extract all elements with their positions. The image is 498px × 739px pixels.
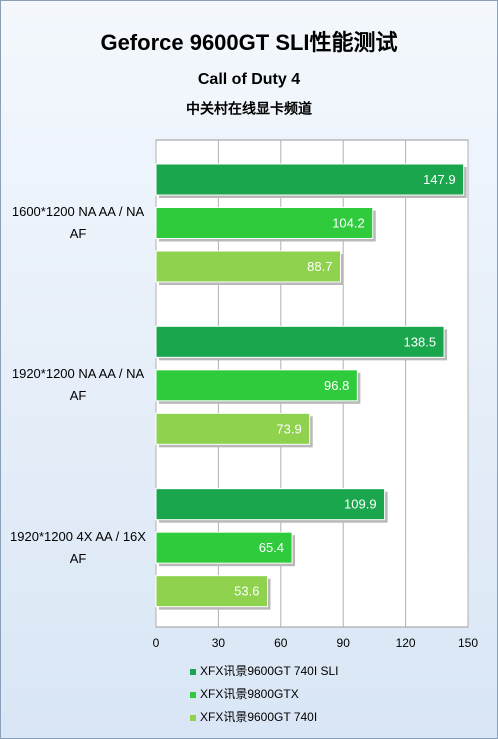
legend-label: XFX讯景9600GT 740I [200,710,317,724]
x-tick-label: 60 [274,636,288,650]
legend-label: XFX讯景9600GT 740I SLI [200,664,339,678]
chart-title: Geforce 9600GT SLI性能测试 [100,30,397,55]
chart-subtitle: Call of Duty 4 [198,71,300,88]
x-tick-label: 30 [212,636,226,650]
bar [155,369,358,402]
x-tick-label: 0 [153,636,160,650]
bar [155,412,311,445]
bar [155,250,341,283]
category-label: 1920*1200 4X AA / 16X AF [10,528,146,566]
x-tick-label: 150 [458,636,478,650]
x-tick-label: 90 [337,636,351,650]
bar [155,488,386,521]
value-label: 96.8 [324,378,349,393]
legend-label: XFX讯景9800GTX [200,687,299,701]
value-label: 73.9 [276,421,301,436]
value-label: 147.9 [423,172,456,187]
value-label: 104.2 [332,215,365,230]
bar [155,531,293,564]
legend-swatch [190,669,196,675]
chart-source: 中关村在线显卡频道 [186,101,312,117]
bar [155,207,374,239]
bar [155,163,465,196]
value-label: 88.7 [307,259,332,274]
value-label: 65.4 [259,540,284,555]
value-label: 109.9 [344,497,377,512]
x-tick-label: 120 [396,636,416,650]
bar [155,575,268,608]
category-label: 1920*1200 NA AA / NA AF [11,366,145,404]
value-label: 138.5 [404,334,437,349]
legend-swatch [190,715,196,721]
bar [155,325,445,358]
value-label: 53.6 [234,584,259,599]
legend-swatch [190,692,196,698]
category-label: 1600*1200 NA AA / NA AF [11,204,145,241]
